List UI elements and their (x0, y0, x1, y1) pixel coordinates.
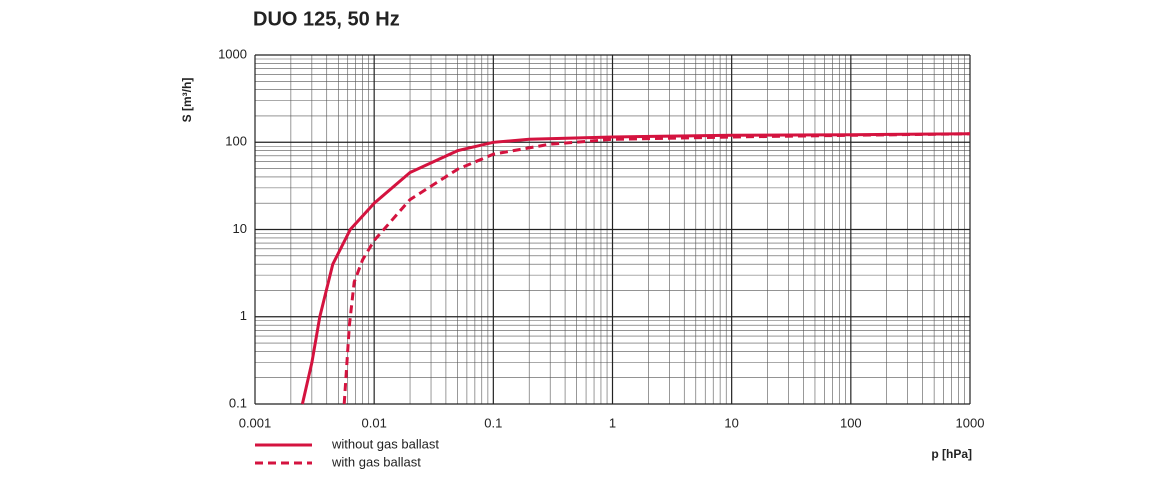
y-tick-label: 100 (225, 134, 247, 149)
x-tick-label: 0.1 (484, 415, 502, 430)
y-tick-label: 0.1 (229, 395, 247, 410)
line (342, 132, 971, 405)
legend-label: without gas ballast (331, 436, 439, 451)
x-tick-label: 100 (840, 415, 862, 430)
x-tick-label: 1000 (956, 415, 985, 430)
x-tick-label: 0.001 (239, 415, 272, 430)
x-axis-label: p [hPa] (931, 447, 972, 461)
legend-label: with gas ballast (331, 454, 421, 469)
y-tick-label: 1000 (218, 46, 247, 61)
y-axis-label: S [m³/h] (180, 78, 194, 123)
x-tick-label: 1 (609, 415, 616, 430)
line (300, 132, 971, 405)
y-tick-label: 10 (233, 221, 247, 236)
y-tick-label: 1 (240, 308, 247, 323)
x-tick-label: 10 (724, 415, 738, 430)
x-tick-label: 0.01 (362, 415, 387, 430)
chart-title: DUO 125, 50 Hz (253, 8, 400, 30)
